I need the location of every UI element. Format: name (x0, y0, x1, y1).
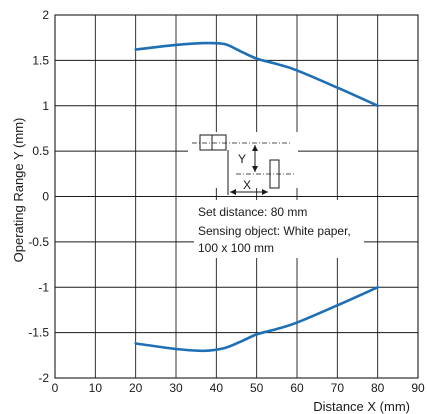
sensing-object-shape (269, 159, 280, 189)
sensor-diagram: Y X (188, 132, 298, 195)
y-tick-label: 0.5 (32, 144, 49, 158)
upper-range-curve (134, 41, 379, 108)
y-tick-label: 1 (42, 99, 49, 113)
diagram-background (188, 132, 298, 188)
y-tick-label: -1.5 (28, 326, 49, 340)
note-line-2: Sensing object: White paper, (198, 224, 351, 238)
y-arrow-head-top (252, 145, 258, 151)
plot-frame (54, 14, 419, 379)
x-tick-label: 40 (210, 381, 224, 395)
x-tick-labels: 0 10 20 30 40 50 60 70 80 90 (52, 381, 425, 395)
y-tick-label: 1.5 (32, 53, 49, 67)
x-tick-label: 0 (52, 381, 59, 395)
note-line-3: 100 x 100 mm (198, 241, 274, 255)
y-tick-label: -2 (38, 371, 49, 385)
y-axis-title: Operating Range Y (mm) (11, 118, 26, 263)
x-tick-label: 10 (89, 381, 103, 395)
sensor-head-shape (199, 134, 227, 151)
y-tick-label: 0 (42, 190, 49, 204)
x-tick-label: 20 (129, 381, 143, 395)
x-axis-title: Distance X (mm) (313, 399, 410, 414)
x-arrow-head-right (262, 189, 268, 195)
diagram-y-label: Y (238, 152, 246, 166)
grid (54, 14, 419, 379)
x-tick-label: 70 (331, 381, 345, 395)
note-line-1: Set distance: 80 mm (198, 205, 307, 219)
x-tick-label: 50 (250, 381, 264, 395)
x-tick-label: 30 (169, 381, 183, 395)
y-tick-label: 2 (42, 8, 49, 22)
x-tick-label: 60 (290, 381, 304, 395)
lower-range-curve (134, 286, 379, 353)
diagram-x-label: X (243, 178, 251, 192)
x-arrow-head-left (230, 189, 236, 195)
note-block: Set distance: 80 mm Sensing object: Whit… (198, 205, 351, 255)
y-tick-label: -0.5 (28, 235, 49, 249)
y-tick-label: -1 (38, 280, 49, 294)
x-tick-label: 90 (411, 381, 425, 395)
x-tick-label: 80 (371, 381, 385, 395)
y-tick-labels: 2 1.5 1 0.5 0 -0.5 -1 -1.5 -2 (28, 8, 49, 385)
note-background (194, 200, 364, 258)
y-arrow-head-bottom (252, 166, 258, 172)
series-layer (134, 41, 379, 353)
